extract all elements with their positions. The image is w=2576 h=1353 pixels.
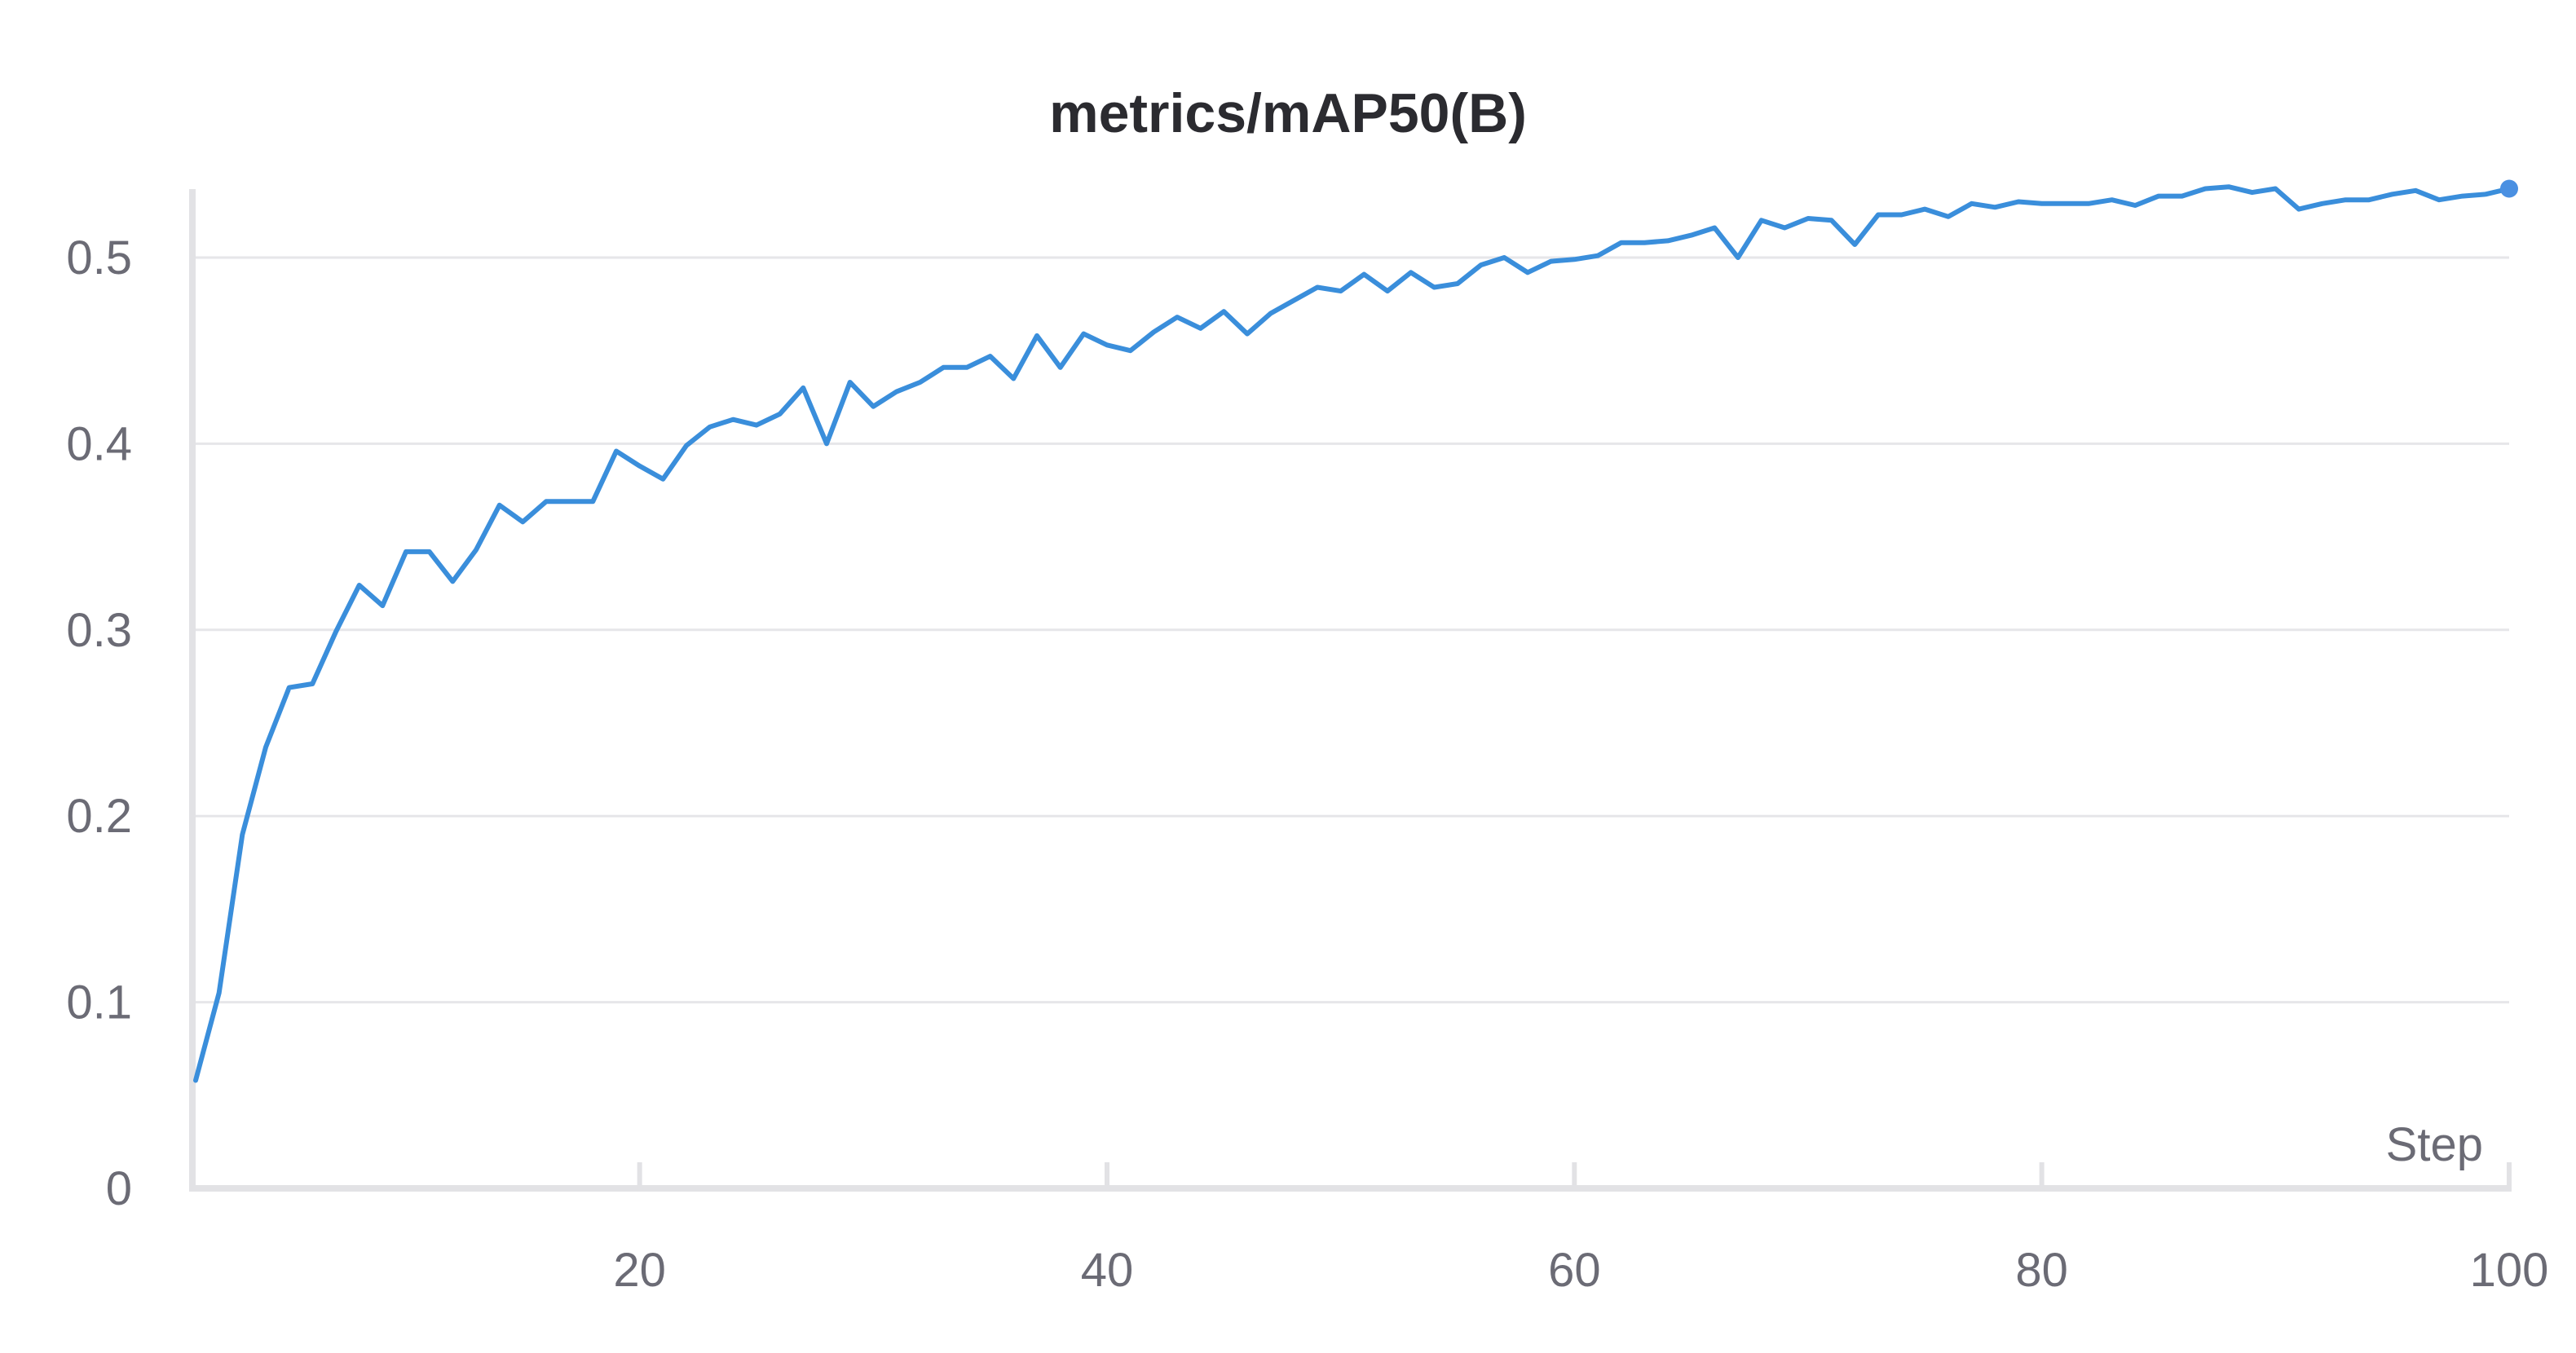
x-tick-label: 20 — [613, 1244, 666, 1297]
series-line-map50 — [193, 184, 2512, 1083]
x-tick-label: 100 — [2470, 1244, 2549, 1297]
x-axis-ticks: 20 40 60 80 100 — [613, 1162, 2548, 1297]
x-tick-label: 40 — [1081, 1244, 1134, 1297]
y-tick-label: 0.1 — [66, 976, 132, 1029]
x-axis-label: Step — [2386, 1118, 2483, 1171]
y-tick-label: 0 — [106, 1162, 132, 1215]
y-tick-label: 0.3 — [66, 604, 132, 657]
y-tick-label: 0.4 — [66, 417, 132, 470]
grid-lines — [196, 256, 2509, 1004]
x-tick-label: 60 — [1548, 1244, 1601, 1297]
y-tick-label: 0.2 — [66, 790, 132, 843]
chart-title: metrics/mAP50(B) — [1049, 82, 1527, 144]
y-tick-label: 0.5 — [66, 231, 132, 284]
y-axis-tick-labels: 0 0.1 0.2 0.3 0.4 0.5 — [66, 231, 132, 1215]
x-tick-label: 80 — [2015, 1244, 2068, 1297]
series-endpoint-marker[interactable] — [2500, 179, 2518, 198]
